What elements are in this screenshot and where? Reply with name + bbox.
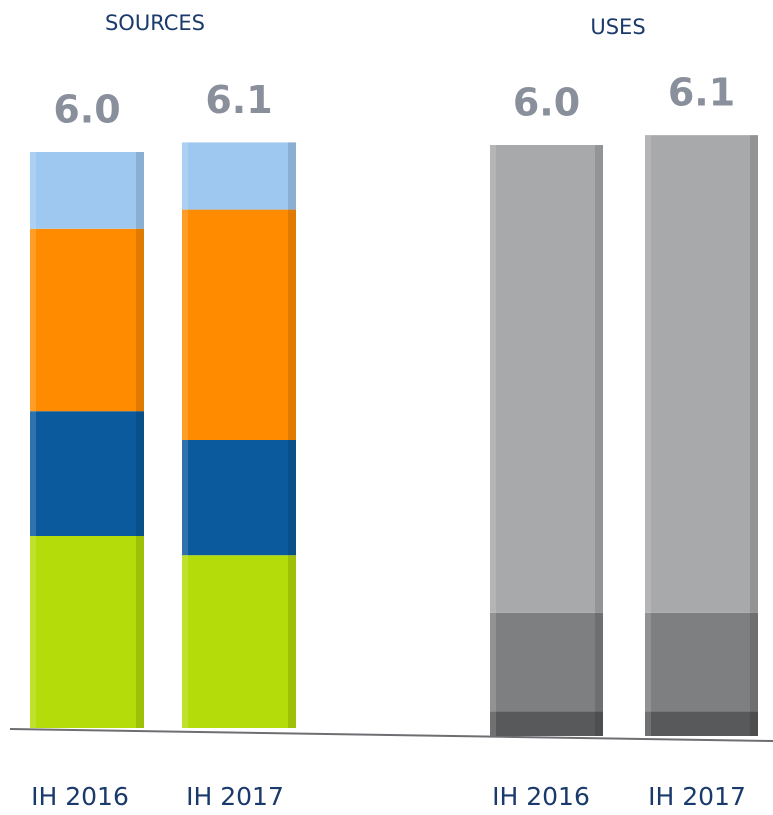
bar-highlight — [182, 142, 188, 728]
bar-shade — [288, 142, 296, 728]
bar-segment — [490, 612, 603, 712]
bar-segment — [490, 145, 603, 613]
bar-segment — [30, 228, 144, 412]
bar-segment — [30, 411, 144, 536]
bar-segment — [645, 612, 758, 712]
baseline — [9, 728, 773, 742]
bar-segment — [645, 135, 758, 613]
chart-title: USES — [590, 15, 645, 39]
x-tick-label: IH 2016 — [492, 782, 590, 811]
bar-shade — [136, 152, 144, 728]
chart-title: SOURCES — [105, 11, 205, 35]
bar-highlight — [490, 145, 496, 736]
bar-highlight — [30, 152, 36, 728]
x-tick-label: IH 2017 — [186, 782, 284, 811]
bar-segment — [182, 440, 296, 556]
bar-segment — [182, 209, 296, 440]
bar-segment — [645, 711, 758, 736]
bar-segment — [490, 711, 603, 736]
bar-segment — [30, 536, 144, 728]
bar-shade — [750, 135, 758, 736]
x-tick-label: IH 2016 — [31, 782, 129, 811]
total-label: 6.0 — [53, 88, 120, 132]
bar-shade — [595, 145, 603, 736]
bar-segment — [30, 152, 144, 229]
bar-segment — [182, 142, 296, 210]
total-label: 6.1 — [668, 71, 735, 115]
bar-highlight — [645, 135, 651, 736]
total-label: 6.1 — [205, 78, 272, 122]
total-label: 6.0 — [513, 81, 580, 125]
bar-segment — [182, 555, 296, 728]
x-tick-label: IH 2017 — [648, 782, 746, 811]
